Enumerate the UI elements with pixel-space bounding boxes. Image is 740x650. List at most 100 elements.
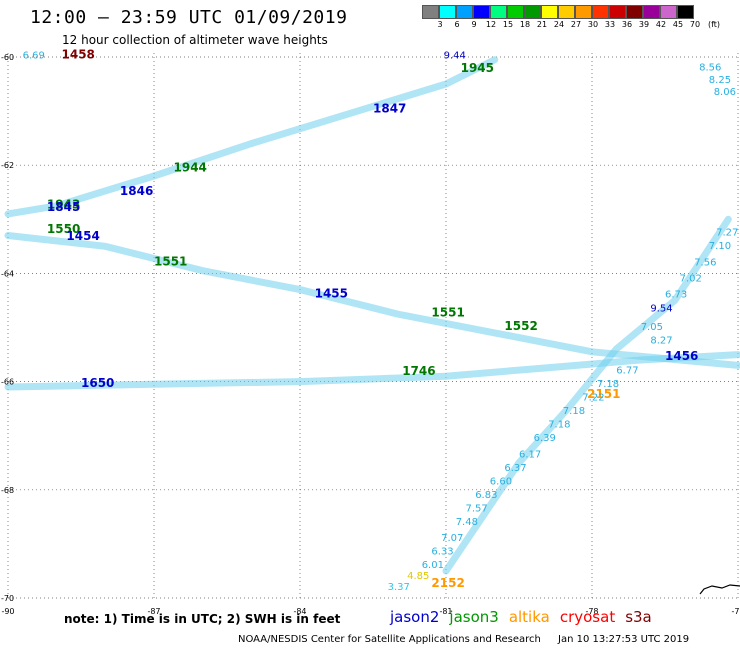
wave-height-label: 6.77: [616, 366, 638, 377]
satellite-track: [442, 215, 732, 575]
lat-tick-label: -70: [1, 594, 14, 603]
legend-swatch: [592, 5, 609, 19]
legend-label: 21: [536, 20, 548, 29]
satellite-track: [4, 351, 740, 391]
satellite-legend-item: jason2: [390, 608, 440, 626]
legend-swatch: [575, 5, 592, 19]
pass-time-label: 1551: [154, 254, 187, 268]
legend-swatch: [507, 5, 524, 19]
pass-time-label: 1551: [431, 306, 464, 320]
legend-swatch: [677, 5, 694, 19]
pass-time-label: 1845: [47, 200, 80, 214]
pass-time-label: 1455: [315, 287, 348, 301]
satellite-tracks: [4, 56, 740, 575]
legend-label: 3: [437, 20, 443, 29]
wave-height-label: 6.17: [519, 449, 541, 460]
legend-swatch: [524, 5, 541, 19]
wave-height-legend: 3 6 9 12 15 18 21 24 27 30 33 36 39 42 45 70 (ft): [422, 5, 720, 31]
wave-height-label: 7.22: [582, 393, 604, 404]
wave-height-label: 7.07: [441, 533, 463, 544]
wave-height-label: 4.85: [407, 571, 429, 582]
lon-tick-label: -78: [585, 607, 598, 616]
satellite-legend-item: jason3: [449, 608, 499, 626]
legend-unit-label: (ft): [707, 20, 721, 29]
satellite-legend-item: cryosat: [559, 608, 616, 626]
page-subtitle: 12 hour collection of altimeter wave hei…: [62, 33, 328, 47]
legend-label: 18: [519, 20, 531, 29]
legend-label: 24: [553, 20, 565, 29]
credit-timestamp: Jan 10 13:27:53 UTC 2019: [558, 634, 690, 645]
lon-tick-label: -75: [731, 607, 740, 616]
wave-height-label: 7.18: [548, 420, 570, 431]
legend-swatch: [660, 5, 677, 19]
legend-swatch: [609, 5, 626, 19]
pass-time-label: 1552: [504, 319, 537, 333]
legend-swatch: [558, 5, 575, 19]
legend-swatch: [490, 5, 507, 19]
lat-tick-label: -68: [1, 486, 14, 495]
wave-height-label: 7.48: [456, 517, 478, 528]
wave-height-label: 8.56: [699, 63, 721, 74]
pass-time-label: 1746: [402, 364, 435, 378]
legend-label: 42: [655, 20, 667, 29]
legend-swatch: [626, 5, 643, 19]
legend-label: 33: [604, 20, 616, 29]
wave-height-label: 7.56: [694, 257, 716, 268]
legend-swatches: [422, 5, 694, 19]
legend-label: 36: [621, 20, 633, 29]
legend-swatch: [439, 5, 456, 19]
pass-time-label: 1847: [373, 102, 406, 116]
footer-note: note: 1) Time is in UTC; 2) SWH is in fe…: [64, 612, 341, 626]
satellite-legend-item: s3a: [625, 608, 652, 626]
pass-time-label: 1650: [81, 376, 114, 390]
legend-label: 12: [485, 20, 497, 29]
pass-time-label: 1943: [47, 198, 80, 212]
pass-time-label: 2152: [431, 576, 464, 590]
legend-swatch: [456, 5, 473, 19]
wave-height-label: 3.37: [388, 582, 410, 593]
legend-label: 9: [471, 20, 477, 29]
lat-tick-label: -64: [1, 269, 14, 278]
legend-swatch: [643, 5, 660, 19]
lat-tick-label: -66: [1, 378, 14, 387]
satellite-track: [4, 56, 499, 218]
legend-swatch: [473, 5, 490, 19]
legend-label: 45: [672, 20, 684, 29]
pass-time-label: 1846: [120, 184, 153, 198]
legend-labels: 3 6 9 12 15 18 21 24 27 30 33 36 39 42 45 70 (ft): [422, 19, 720, 31]
wave-height-label: 6.33: [431, 547, 453, 558]
wave-height-label: 7.57: [466, 503, 488, 514]
legend-swatch: [541, 5, 558, 19]
wave-height-label: 9.54: [650, 303, 672, 314]
wave-height-label: 7.02: [680, 274, 702, 285]
wave-height-label: 8.25: [709, 75, 731, 86]
legend-label: 70: [689, 20, 701, 29]
footer-credit: NOAA/NESDIS Center for Satellite Applica…: [238, 634, 689, 645]
wave-height-label: 6.39: [534, 433, 556, 444]
pass-time-label: 1945: [461, 61, 494, 75]
pass-time-label: 1456: [665, 349, 698, 363]
axis-ticks: -90 -87 -84 -81 -78 -75 -60 -62 -64 -66 -68 -70: [1, 53, 740, 616]
lon-tick-label: -90: [1, 607, 14, 616]
wave-height-label: 8.27: [650, 336, 672, 347]
lat-tick-label: -60: [1, 53, 14, 62]
wave-height-label: 6.60: [490, 476, 512, 487]
pass-time-label: 1944: [174, 161, 207, 175]
wave-height-label: 7.10: [709, 241, 731, 252]
map-grid: [7, 53, 739, 599]
wave-height-label: 9.44: [444, 51, 466, 62]
legend-label: 39: [638, 20, 650, 29]
wave-height-label: 7.05: [641, 322, 663, 333]
pass-time-label: 1550: [47, 222, 80, 236]
satellite-legend: jason2 jason3 altika cryosat s3a: [390, 608, 662, 626]
satellite-legend-item: altika: [508, 608, 550, 626]
wave-height-label: 6.69: [23, 51, 45, 62]
pass-time-label: 1454: [66, 229, 99, 243]
wave-height-label: 7.27: [716, 228, 738, 239]
credit-text: NOAA/NESDIS Center for Satellite Applica…: [238, 634, 541, 645]
legend-label: 6: [454, 20, 460, 29]
page-title: 12:00 – 23:59 UTC 01/09/2019: [30, 7, 348, 28]
legend-label: 15: [502, 20, 514, 29]
pass-time-label: 2151: [587, 387, 620, 401]
